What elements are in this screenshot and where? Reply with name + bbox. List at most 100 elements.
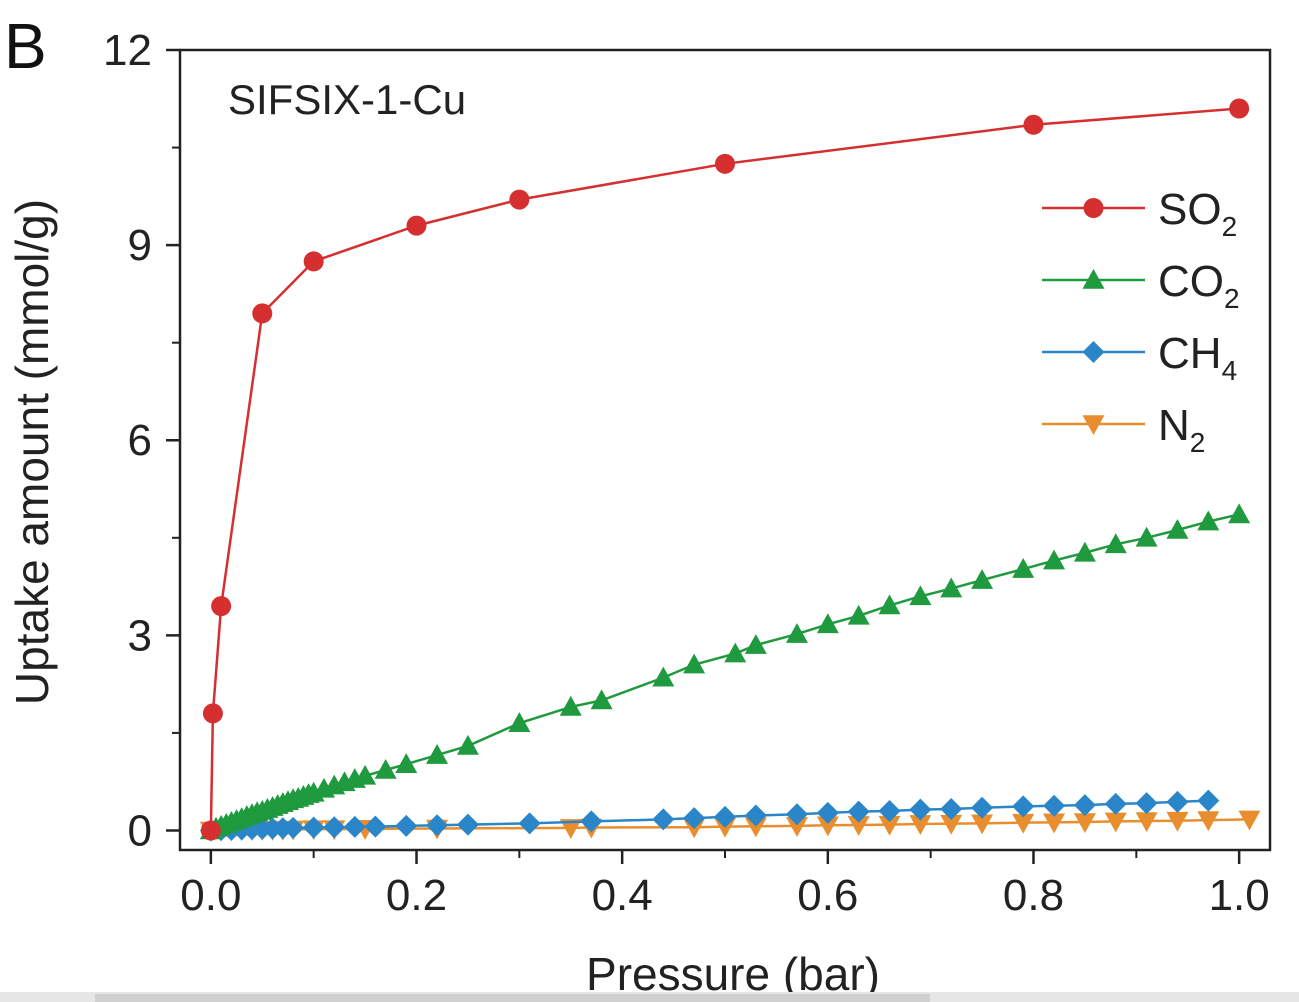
- data-point: [652, 808, 675, 831]
- data-point: [909, 815, 932, 835]
- data-point: [652, 666, 675, 687]
- data-point: [1197, 789, 1220, 812]
- data-point: [847, 604, 870, 625]
- legend-marker: [1082, 269, 1105, 289]
- data-point: [303, 251, 324, 272]
- data-point: [282, 816, 305, 839]
- data-point: [590, 689, 613, 710]
- data-point: [252, 303, 273, 324]
- data-point: [211, 596, 232, 617]
- data-point: [374, 759, 397, 779]
- data-point: [580, 810, 603, 833]
- data-point: [816, 816, 839, 837]
- data-point: [1135, 792, 1158, 815]
- series-co2: [199, 503, 1251, 840]
- data-point: [200, 820, 221, 841]
- legend-item-so2: SO2: [1042, 185, 1237, 242]
- data-point: [1043, 813, 1066, 834]
- data-point: [683, 653, 706, 674]
- panel-letter: B: [4, 10, 47, 82]
- legend-marker: [1083, 198, 1104, 218]
- x-tick-label: 0.0: [180, 871, 241, 920]
- series-layer: [199, 98, 1261, 842]
- data-point: [354, 764, 377, 785]
- legend-label: SO2: [1158, 185, 1237, 242]
- data-point: [785, 817, 808, 837]
- data-point: [971, 814, 994, 835]
- data-point: [559, 819, 582, 839]
- x-tick-label: 0.4: [592, 871, 653, 920]
- data-point: [940, 577, 963, 598]
- series-ch4: [199, 789, 1220, 842]
- y-tick-label: 3: [128, 611, 152, 660]
- data-point: [878, 815, 901, 836]
- legend-item-co2: CO2: [1042, 257, 1240, 314]
- legend-marker: [1082, 415, 1105, 435]
- data-point: [878, 799, 901, 822]
- data-point: [1104, 533, 1127, 554]
- data-point: [744, 804, 767, 827]
- data-point: [940, 798, 963, 821]
- data-point: [1073, 541, 1096, 562]
- data-point: [785, 803, 808, 826]
- data-point: [1104, 812, 1127, 833]
- legend-item-n2: N2: [1042, 401, 1205, 458]
- data-point: [395, 814, 418, 837]
- legend-marker: [1082, 341, 1105, 363]
- x-tick-label: 0.8: [1003, 871, 1064, 920]
- y-tick-label: 0: [128, 806, 152, 855]
- data-point: [1238, 810, 1261, 831]
- data-point: [456, 734, 479, 755]
- legend-label: CO2: [1158, 257, 1240, 314]
- data-point: [847, 816, 870, 836]
- data-point: [518, 812, 541, 835]
- data-point: [395, 753, 418, 773]
- x-tick-label: 0.2: [386, 871, 447, 920]
- chart-legend: SO2 CO2 CH4 N2: [1042, 185, 1240, 458]
- data-point: [1197, 811, 1220, 832]
- data-point: [202, 703, 223, 724]
- data-point: [715, 153, 735, 174]
- data-point: [364, 815, 387, 838]
- data-point: [406, 215, 427, 236]
- data-point: [1104, 792, 1127, 815]
- data-point: [1012, 813, 1035, 834]
- data-point: [343, 815, 366, 838]
- data-point: [426, 814, 449, 837]
- data-point: [1073, 813, 1096, 834]
- data-point: [909, 585, 932, 606]
- data-point: [1023, 114, 1044, 135]
- data-point: [1012, 558, 1035, 578]
- data-point: [1197, 510, 1220, 531]
- data-point: [1135, 812, 1158, 833]
- data-point: [1012, 795, 1035, 818]
- data-point: [426, 744, 449, 764]
- data-point: [744, 817, 767, 838]
- chart-title: SIFSIX-1-Cu: [228, 76, 466, 123]
- data-point: [940, 814, 963, 835]
- legend-label: CH4: [1158, 329, 1237, 386]
- data-point: [1166, 519, 1189, 539]
- data-point: [1043, 549, 1066, 570]
- series-line: [209, 107, 1240, 831]
- y-tick-label: 12: [103, 26, 152, 75]
- data-point: [1073, 794, 1096, 817]
- data-point: [323, 816, 346, 839]
- x-tick-label: 0.6: [797, 871, 858, 920]
- data-point: [683, 807, 706, 830]
- data-point: [744, 634, 767, 654]
- data-point: [559, 695, 582, 716]
- y-tick-label: 6: [128, 416, 152, 465]
- data-point: [1166, 811, 1189, 832]
- data-point: [456, 813, 479, 836]
- data-point: [714, 805, 736, 828]
- data-point: [1228, 503, 1251, 524]
- data-point: [816, 801, 839, 824]
- legend-label: N2: [1158, 401, 1205, 458]
- y-tick-label: 9: [128, 221, 152, 270]
- data-point: [1166, 790, 1189, 813]
- data-point: [971, 569, 994, 589]
- data-point: [724, 642, 747, 663]
- legend-item-ch4: CH4: [1042, 329, 1237, 386]
- bottom-scrollbar: [95, 994, 930, 1002]
